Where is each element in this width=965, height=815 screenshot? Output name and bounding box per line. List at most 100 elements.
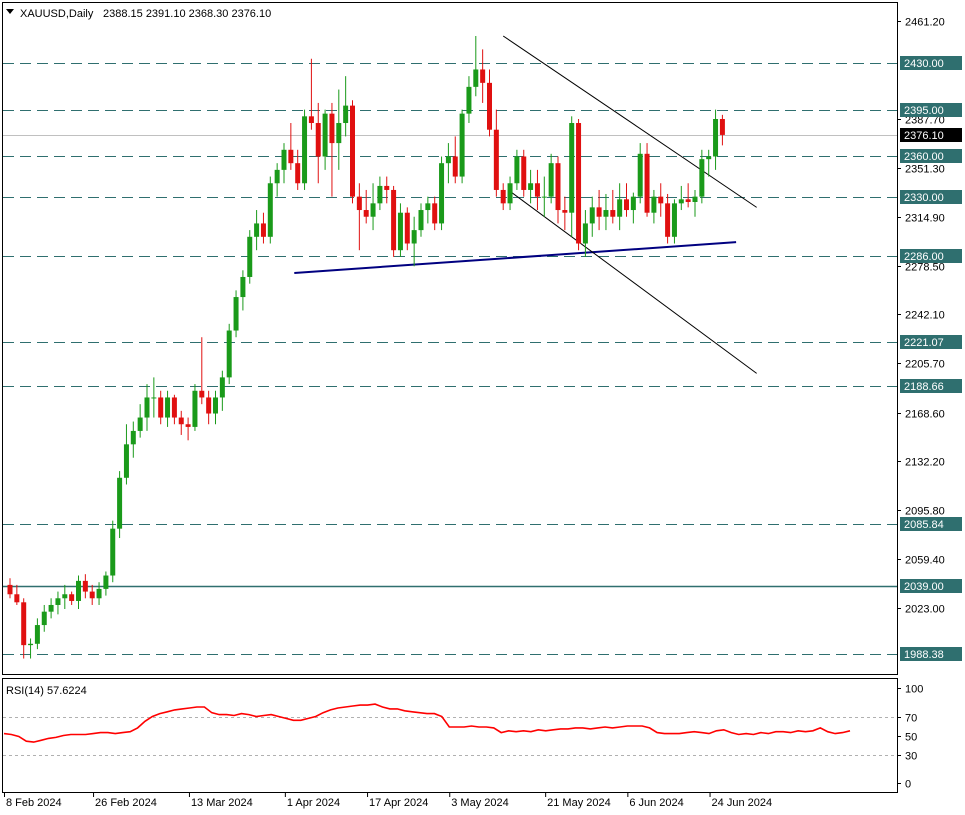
price-tick-label: 2242.10: [905, 310, 945, 322]
candle-body: [48, 604, 54, 612]
candle-body: [377, 185, 383, 204]
level-label-box: [900, 190, 962, 204]
candle-body: [267, 183, 273, 237]
candle-body: [439, 163, 445, 224]
level-label-box: [900, 335, 962, 349]
level-label: 2360.00: [904, 151, 944, 163]
candle-body: [308, 116, 314, 124]
candle-body: [473, 69, 479, 87]
candle-body: [637, 153, 643, 197]
candle-body: [562, 210, 568, 213]
candle-body: [233, 297, 239, 331]
support-trendline: [294, 241, 737, 274]
candle-body: [582, 223, 588, 244]
candle-body: [144, 397, 150, 418]
candle-body: [719, 118, 725, 135]
candle-body: [624, 199, 629, 211]
candle-body: [665, 203, 671, 237]
candle-body: [343, 105, 349, 124]
candle-body: [370, 203, 376, 217]
candle-body: [110, 528, 116, 576]
rsi-tick-label: 50: [905, 732, 917, 744]
price-tick-label: 2278.50: [905, 262, 945, 274]
candle-body: [391, 189, 397, 251]
candle-body: [274, 169, 280, 184]
level-label: 2221.07: [904, 337, 944, 349]
level-label: 2395.00: [904, 105, 944, 117]
candle-body: [630, 196, 636, 211]
candle-body: [548, 163, 554, 197]
ohlc-values: 2388.15 2391.10 2368.30 2376.10: [103, 8, 271, 20]
candle-body: [466, 86, 472, 114]
date-tick-label: 3 May 2024: [451, 797, 508, 809]
candle-body: [254, 223, 260, 237]
candle-body: [226, 330, 232, 378]
candle-body: [569, 123, 575, 213]
symbol-title: XAUUSD,Daily: [20, 8, 94, 20]
level-label-box: [900, 103, 962, 117]
candle-body: [336, 123, 342, 144]
candle-body: [432, 203, 438, 224]
candle-body: [617, 199, 623, 217]
date-tick-label: 17 Apr 2024: [369, 797, 428, 809]
candle-body: [260, 223, 266, 237]
candle-body: [62, 594, 68, 599]
level-label-box: [900, 379, 962, 393]
rsi-tick-label: 70: [905, 713, 917, 725]
current-price-label: 2376.10: [904, 130, 944, 142]
candle-body: [82, 580, 88, 592]
upper-channel-trendline: [502, 35, 757, 208]
candle-body: [89, 591, 95, 599]
chart-header: XAUUSD,Daily 2388.15 2391.10 2368.30 237…: [6, 8, 271, 20]
candle-body: [123, 444, 129, 478]
candle-body: [96, 588, 102, 599]
candle-body: [699, 159, 705, 197]
candle-body: [302, 116, 308, 184]
level-label: 2039.00: [904, 581, 944, 593]
candle-body: [178, 417, 184, 425]
level-label-box: [900, 249, 962, 263]
level-label-box: [900, 579, 962, 593]
candle-body: [404, 212, 410, 244]
candle-body: [171, 397, 177, 418]
candle-body: [192, 390, 198, 427]
candle-body: [555, 163, 561, 211]
candle-body: [603, 210, 609, 217]
candle-body: [185, 424, 191, 427]
candle-body: [487, 82, 492, 130]
candle-body: [76, 580, 81, 601]
candle-body: [55, 598, 61, 605]
candle-body: [576, 123, 582, 244]
candle-body: [322, 113, 328, 157]
price-tick-label: 2387.70: [905, 115, 945, 127]
candle-body: [7, 584, 13, 595]
rsi-indicator: 100 70 50 30 0: [3, 684, 923, 791]
price-tick-label: 2023.00: [905, 604, 945, 616]
candle-body: [521, 156, 527, 190]
candle-body: [288, 149, 294, 164]
candle-body: [651, 196, 657, 213]
candle-body: [329, 113, 335, 144]
candle-body: [528, 183, 534, 190]
candle-body: [103, 575, 109, 589]
chevron-down-icon[interactable]: [6, 9, 14, 14]
candle-body: [397, 212, 403, 251]
date-tick-label: 13 Mar 2024: [191, 797, 253, 809]
candle-body: [240, 276, 246, 298]
candle-body: [671, 203, 677, 237]
candle-body: [21, 602, 27, 646]
candle-body: [685, 199, 691, 203]
date-tick-label: 24 Jun 2024: [712, 797, 773, 809]
price-tick-label: 2132.20: [905, 457, 945, 469]
date-tick-label: 1 Apr 2024: [287, 797, 340, 809]
candle-body: [151, 397, 157, 399]
candle-body: [130, 430, 136, 445]
candle-body: [507, 183, 513, 204]
date-axis: 8 Feb 2024 26 Feb 2024 13 Mar 2024 1 Apr 20…: [4, 792, 773, 809]
candle-body: [165, 397, 171, 418]
candle-body: [34, 625, 40, 644]
level-label-box: [900, 647, 962, 661]
candle-body: [350, 105, 355, 197]
price-tick-label: 2095.80: [905, 506, 945, 518]
candle-body: [137, 417, 143, 431]
